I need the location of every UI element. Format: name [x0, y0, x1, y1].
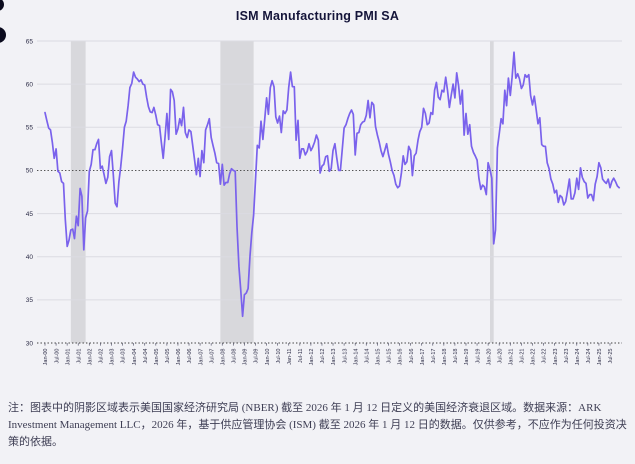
x-axis-tick-label: Jul-12	[320, 349, 326, 364]
x-axis-tick-label: Jan-23	[553, 349, 559, 366]
x-axis-tick-label: Jan-07	[198, 349, 204, 366]
x-axis-tick-label: Jan-15	[376, 349, 382, 366]
x-axis-tick-label: Jan-21	[508, 349, 514, 366]
x-axis-tick-label: Jan-11	[287, 349, 293, 365]
x-axis-tick-label: Jan-13	[331, 349, 337, 366]
x-axis-tick-label: Jul-18	[453, 349, 459, 364]
x-axis-tick-label: Jul-20	[497, 348, 503, 363]
y-axis-tick-label: 60	[26, 81, 34, 88]
x-axis-tick-label: Jul-04	[143, 349, 149, 364]
x-axis-tick-label: Jan-08	[220, 349, 226, 366]
y-axis-tick-label: 30	[26, 340, 34, 347]
x-axis-tick-label: Jul-14	[364, 349, 370, 364]
x-axis-tick-label: Jul-15	[387, 349, 393, 364]
page-bullet-icon	[0, 27, 6, 43]
y-axis-tick-label: 40	[26, 254, 34, 261]
x-axis-tick-label: Jul-08	[232, 349, 238, 364]
x-axis-tick-label: Jan-01	[65, 349, 71, 366]
pmi-line-chart: 30 35 40 45 50 55 60 65 Jan-00 Jul-00 Jan-01 Jul-01…	[26, 38, 622, 366]
x-axis-tick-label: Jul-00	[54, 349, 60, 364]
x-axis-tick-label: Jul-21	[520, 349, 526, 364]
y-axis-tick-label: 45	[26, 211, 34, 218]
x-axis-tick-label: Jul-02	[99, 349, 105, 364]
page-bullet-icon	[0, 0, 4, 11]
x-axis-tick-label: Jan-10	[265, 349, 271, 366]
x-axis-tick-label: Jul-11	[298, 349, 304, 364]
x-axis-tick-label: Jan-19	[464, 349, 470, 366]
x-axis-tick-label: Jul-22	[542, 349, 548, 364]
x-axis-tick-label: Jan-05	[154, 349, 160, 366]
y-axis-tick-label: 55	[26, 125, 34, 132]
x-axis-tick-label: Jan-06	[176, 349, 182, 366]
footnote-text: 注：图表中的阴影区域表示美国国家经济研究局 (NBER) 截至 2026 年 1…	[8, 402, 627, 448]
x-axis-tick-label: Jul-19	[475, 349, 481, 364]
x-axis-tick-label: Jul-06	[187, 349, 193, 364]
x-axis-tick-label: Jul-05	[165, 349, 171, 364]
x-axis-tick-label: Jan-16	[398, 349, 404, 366]
x-axis-tick-label: Jul-13	[342, 349, 348, 364]
x-axis-tick-label: Jul-07	[209, 349, 215, 364]
x-axis-tick-label: Jan-02	[88, 349, 94, 366]
x-axis-tick-label: Jan-20	[486, 349, 492, 366]
x-axis-tick-label: Jul-10	[276, 349, 282, 364]
y-axis-tick-label: 50	[26, 168, 34, 175]
x-axis-tick-label: Jul-01	[76, 349, 82, 364]
x-axis-tick-label: Jul-23	[564, 349, 570, 364]
chart-title: ISM Manufacturing PMI SA	[235, 9, 400, 23]
x-axis-tick-label: Jan-24	[575, 349, 581, 366]
x-axis-tick-label: Jan-18	[442, 349, 448, 366]
recession-band	[220, 41, 254, 343]
x-axis-tick-label: Jan-09	[243, 349, 249, 366]
x-axis-tick-label: Jan-04	[132, 349, 138, 366]
x-axis-tick-label: Jan-12	[309, 349, 315, 366]
x-axis-tick-label: Jan-22	[531, 349, 537, 366]
x-axis-tick-label: Jan-14	[353, 349, 359, 366]
y-axis-tick-label: 65	[26, 38, 34, 45]
pmi-series-line	[44, 51, 621, 318]
x-axis-tick-label: Jul-17	[431, 349, 437, 364]
x-axis-tick-label: Jan-03	[110, 349, 116, 366]
x-axis-tick-label: Jan-17	[420, 349, 426, 366]
x-axis-tick-label: Jul-03	[121, 349, 127, 364]
x-axis-tick-label: Jan-00	[43, 349, 49, 366]
x-axis-tick-label: Jul-16	[409, 349, 415, 364]
recession-band	[70, 41, 86, 343]
x-axis-tick-label: Jan-25	[597, 349, 603, 366]
x-axis-tick-label: Jul-25	[608, 349, 614, 364]
x-axis-tick-label: Jul-09	[254, 349, 260, 364]
x-axis-tick-label: Jul-24	[586, 349, 592, 364]
y-axis-tick-label: 35	[26, 297, 34, 304]
